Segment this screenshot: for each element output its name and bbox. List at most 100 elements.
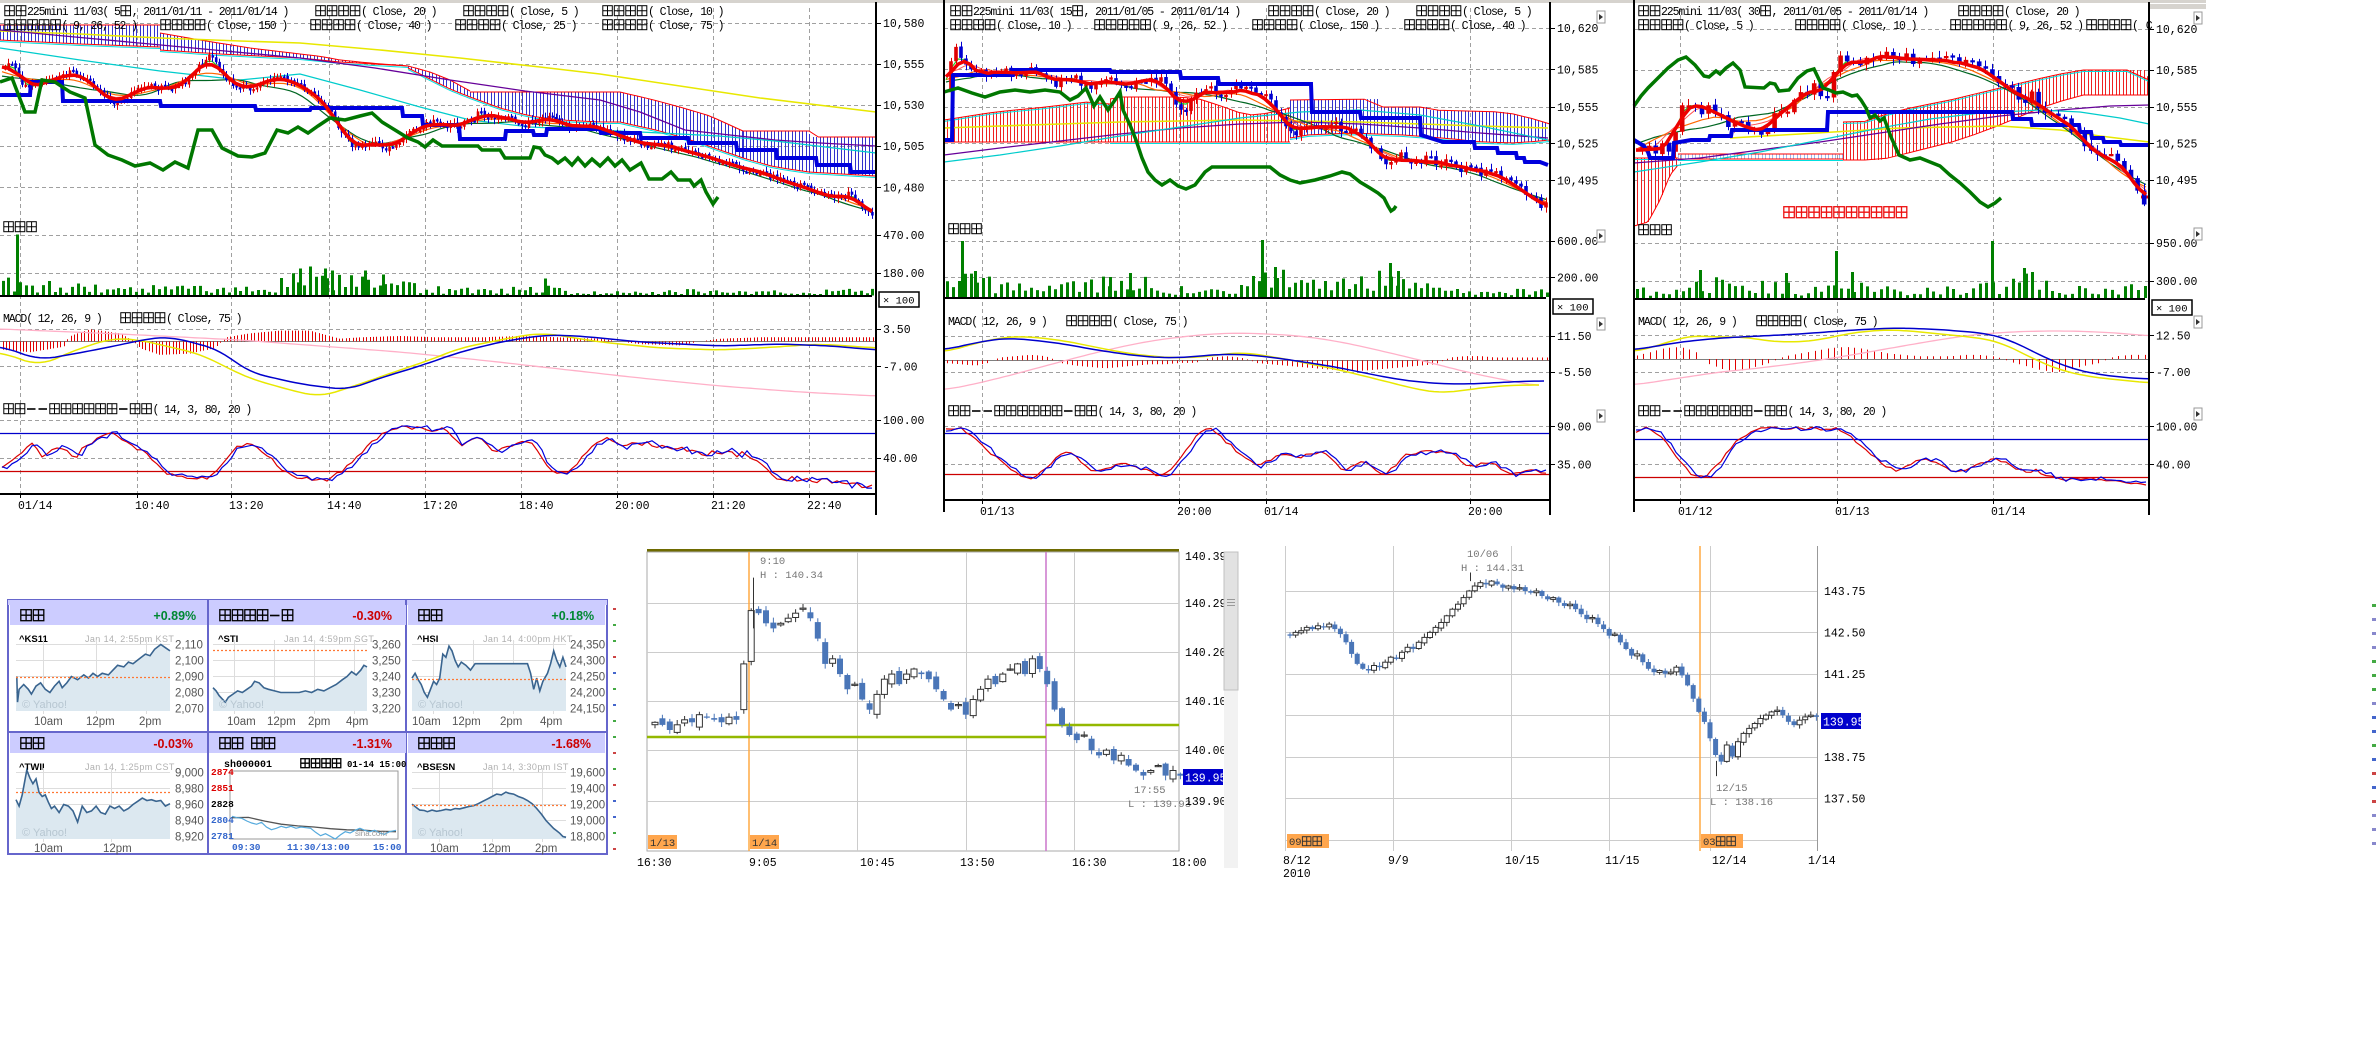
svg-text:( Close, 40 ): ( Close, 40 ): [356, 20, 431, 33]
svg-text:( Close, 20 ): ( Close, 20 ): [1314, 6, 1389, 19]
svg-text:( Close, 20 ): ( Close, 20 ): [2004, 6, 2079, 19]
svg-text:× 100: × 100: [883, 296, 915, 308]
svg-text:24,200: 24,200: [570, 688, 605, 700]
svg-text:137.50: 137.50: [1824, 794, 1866, 807]
svg-text:( Close, 10 ): ( Close, 10 ): [996, 20, 1071, 33]
svg-text:17:55: 17:55: [1134, 785, 1166, 797]
svg-text:2,110: 2,110: [175, 640, 203, 652]
svg-text:2,090: 2,090: [175, 672, 204, 684]
svg-text:15:00: 15:00: [373, 842, 402, 853]
svg-text:MACD( 12, 26, 9 ): MACD( 12, 26, 9 ): [3, 313, 102, 326]
svg-text:3,260: 3,260: [372, 640, 401, 652]
svg-text:L : 139.93: L : 139.93: [1128, 799, 1191, 811]
svg-text:10,525: 10,525: [1557, 139, 1599, 152]
svg-text:600.00: 600.00: [1557, 236, 1599, 249]
svg-text:12/14: 12/14: [1712, 855, 1747, 868]
svg-text:40.00: 40.00: [2156, 460, 2191, 473]
svg-text:01/13: 01/13: [980, 506, 1015, 519]
svg-text:24,250: 24,250: [570, 672, 605, 684]
svg-text:2,070: 2,070: [175, 704, 204, 716]
svg-text:4pm: 4pm: [540, 716, 562, 728]
svg-text:Jan 14, 4:59pm SGT: Jan 14, 4:59pm SGT: [284, 634, 374, 644]
svg-text:16:30: 16:30: [1072, 857, 1107, 870]
svg-text:139.95: 139.95: [1185, 773, 1227, 786]
svg-text:24,300: 24,300: [570, 656, 605, 668]
svg-text:10,525: 10,525: [2156, 139, 2198, 152]
svg-text:12pm: 12pm: [452, 716, 481, 728]
svg-text:12pm: 12pm: [267, 716, 296, 728]
svg-text:20:00: 20:00: [1468, 506, 1503, 519]
svg-text:( Close, 20 ): ( Close, 20 ): [361, 6, 436, 19]
svg-text:12/15: 12/15: [1716, 783, 1748, 795]
svg-text:20:00: 20:00: [615, 500, 650, 513]
svg-text:10,620: 10,620: [1557, 23, 1599, 36]
svg-text:3,250: 3,250: [372, 656, 401, 668]
svg-text:( Close, 150 ): ( Close, 150 ): [206, 20, 287, 33]
svg-text:^KS11: ^KS11: [19, 634, 49, 645]
svg-text:10,580: 10,580: [883, 18, 925, 31]
svg-text:10:40: 10:40: [135, 500, 170, 513]
svg-text:10am: 10am: [227, 716, 256, 728]
svg-text:01/14: 01/14: [1991, 506, 2026, 519]
svg-text:10,495: 10,495: [1557, 176, 1599, 189]
svg-text:2pm: 2pm: [308, 716, 330, 728]
svg-text:22:40: 22:40: [807, 500, 842, 513]
svg-text:11/15: 11/15: [1605, 855, 1640, 868]
svg-text:300.00: 300.00: [2156, 276, 2198, 289]
svg-text:© Yahoo!: © Yahoo!: [219, 699, 264, 711]
svg-text:( Close, 40 ): ( Close, 40 ): [1450, 20, 1525, 33]
svg-text:9/9: 9/9: [1388, 855, 1409, 868]
svg-text:100.00: 100.00: [883, 415, 925, 428]
svg-text:01/13: 01/13: [1835, 506, 1870, 519]
svg-text:-0.30%: -0.30%: [352, 609, 392, 623]
svg-text:^TWII: ^TWII: [19, 762, 45, 773]
svg-text:1/14: 1/14: [1808, 855, 1836, 868]
svg-text:11:30/13:00: 11:30/13:00: [287, 842, 350, 853]
svg-text:© Yahoo!: © Yahoo!: [418, 699, 463, 711]
svg-text:11.50: 11.50: [1557, 331, 1592, 344]
svg-text:© Yahoo!: © Yahoo!: [22, 699, 67, 711]
svg-text:© Yahoo!: © Yahoo!: [418, 827, 463, 839]
svg-text:19,600: 19,600: [570, 768, 605, 780]
svg-text:MACD( 12, 26, 9 ): MACD( 12, 26, 9 ): [1638, 316, 1737, 329]
svg-text:9:05: 9:05: [749, 857, 777, 870]
svg-text:Jan 14, 3:30pm IST: Jan 14, 3:30pm IST: [483, 762, 569, 772]
svg-text:10am: 10am: [412, 716, 441, 728]
svg-text:12.50: 12.50: [2156, 331, 2191, 344]
svg-text:8,960: 8,960: [175, 800, 204, 812]
svg-text:10:45: 10:45: [860, 857, 895, 870]
svg-text:-5.50: -5.50: [1557, 367, 1592, 380]
svg-text:19,400: 19,400: [570, 784, 605, 796]
svg-text:2828: 2828: [211, 799, 234, 810]
svg-text:2804: 2804: [211, 815, 234, 826]
svg-text:140.00: 140.00: [1185, 745, 1227, 758]
svg-text:100.00: 100.00: [2156, 422, 2198, 435]
svg-text:-0.03%: -0.03%: [153, 737, 193, 751]
svg-text:10am: 10am: [34, 843, 63, 855]
svg-text:sina.com: sina.com: [355, 829, 387, 838]
svg-text:, 2011/01/11 - 2011/01/14 ): , 2011/01/11 - 2011/01/14 ): [132, 6, 289, 19]
svg-text:09:30: 09:30: [232, 842, 261, 853]
svg-text:143.75: 143.75: [1824, 586, 1866, 599]
svg-text:20:00: 20:00: [1177, 506, 1212, 519]
svg-text:13:50: 13:50: [960, 857, 995, 870]
svg-text:225mini 11/03( 15: 225mini 11/03( 15: [973, 6, 1073, 19]
svg-text:^STI: ^STI: [218, 634, 238, 645]
svg-text:10,585: 10,585: [2156, 65, 2198, 78]
svg-text:sh000001: sh000001: [224, 759, 272, 771]
svg-text:-7.00: -7.00: [2156, 367, 2191, 380]
svg-text:470.00: 470.00: [883, 230, 925, 243]
svg-text:139.95: 139.95: [1823, 717, 1865, 730]
svg-text:3,240: 3,240: [372, 672, 401, 684]
svg-text:12pm: 12pm: [86, 716, 115, 728]
svg-text:3,230: 3,230: [372, 688, 401, 700]
svg-text:3.50: 3.50: [883, 324, 911, 337]
svg-text:13:20: 13:20: [229, 500, 264, 513]
svg-text:1/13: 1/13: [650, 838, 675, 850]
svg-text:Jan 14, 1:25pm CST: Jan 14, 1:25pm CST: [85, 762, 175, 772]
svg-text:17:20: 17:20: [423, 500, 458, 513]
svg-text:( Close, 10 ): ( Close, 10 ): [648, 6, 723, 19]
svg-text:H : 144.31: H : 144.31: [1461, 563, 1524, 575]
svg-text:( 14, 3, 80, 20 ): ( 14, 3, 80, 20 ): [1788, 406, 1887, 419]
svg-text:10,495: 10,495: [2156, 175, 2198, 188]
